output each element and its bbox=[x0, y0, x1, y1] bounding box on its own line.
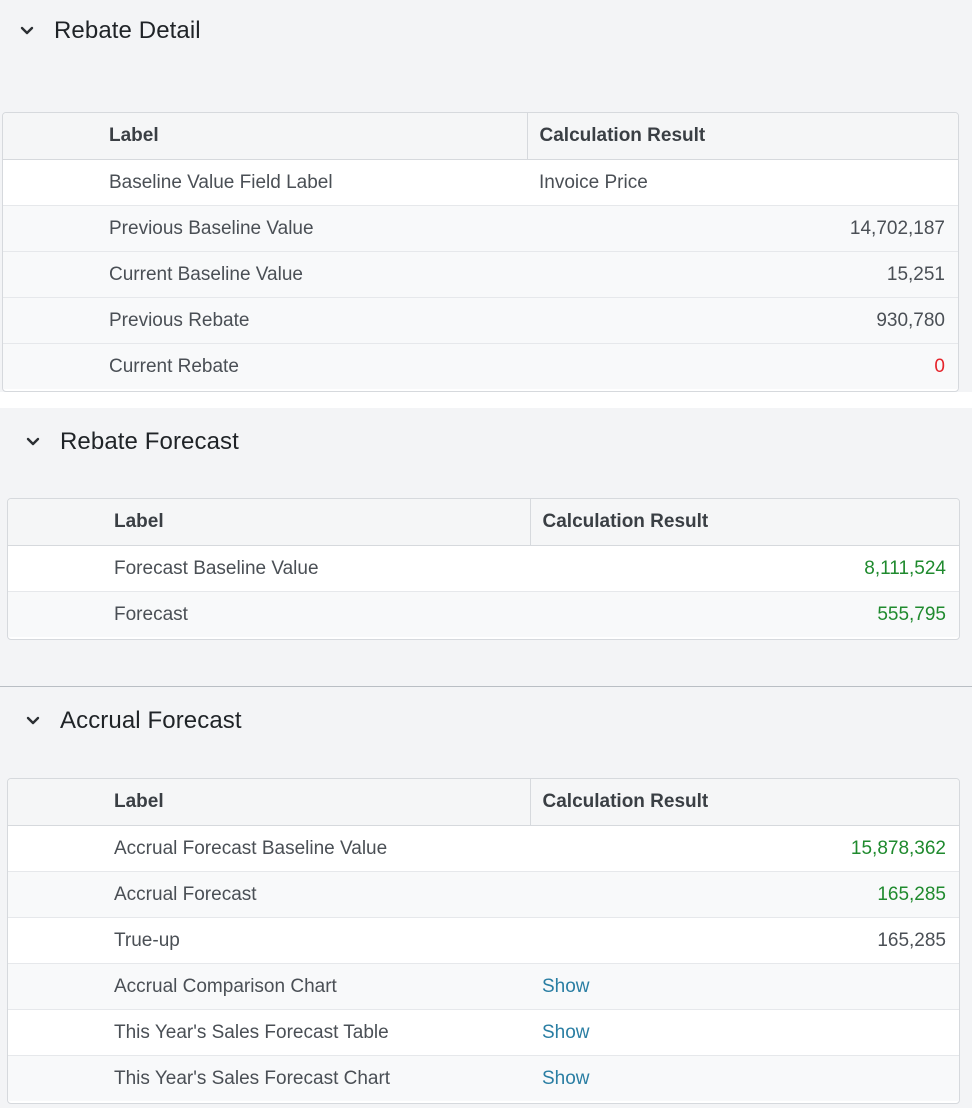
table-row: Previous Rebate 930,780 bbox=[3, 297, 958, 344]
row-result: 555,795 bbox=[530, 591, 959, 637]
column-header-calculation-result[interactable]: Calculation Result bbox=[529, 779, 959, 826]
table-header-row: Label Calculation Result bbox=[3, 113, 958, 160]
row-label: Forecast Baseline Value bbox=[8, 545, 530, 592]
row-label: True-up bbox=[8, 917, 530, 964]
section-header-rebate-detail[interactable]: Rebate Detail bbox=[20, 11, 201, 51]
show-sales-forecast-table-link[interactable]: Show bbox=[530, 1009, 959, 1056]
section-accrual-forecast: Accrual Forecast Label Calculation Resul… bbox=[0, 687, 972, 1108]
row-result: 14,702,187 bbox=[527, 205, 958, 252]
section-rebate-detail: Rebate Detail Label Calculation Result B… bbox=[0, 0, 972, 408]
divider bbox=[0, 686, 972, 687]
row-label: Current Rebate bbox=[3, 343, 527, 389]
table-row: True-up 165,285 bbox=[8, 917, 959, 964]
row-label: This Year's Sales Forecast Chart bbox=[8, 1055, 530, 1101]
column-header-label[interactable]: Label bbox=[8, 499, 530, 546]
column-header-calculation-result[interactable]: Calculation Result bbox=[529, 499, 959, 546]
chevron-down-icon[interactable] bbox=[26, 437, 40, 447]
table-row: This Year's Sales Forecast Chart Show bbox=[8, 1055, 959, 1101]
table-header-row: Label Calculation Result bbox=[8, 779, 959, 826]
row-label: Accrual Forecast Baseline Value bbox=[8, 825, 530, 872]
table-row: Current Rebate 0 bbox=[3, 343, 958, 389]
row-label: Accrual Comparison Chart bbox=[8, 963, 530, 1010]
row-label: Forecast bbox=[8, 591, 530, 637]
show-accrual-comparison-chart-link[interactable]: Show bbox=[530, 963, 959, 1010]
chevron-down-icon[interactable] bbox=[26, 716, 40, 726]
row-label: Previous Baseline Value bbox=[3, 205, 527, 252]
row-label: Current Baseline Value bbox=[3, 251, 527, 298]
chevron-down-icon[interactable] bbox=[20, 26, 34, 36]
row-result: Invoice Price bbox=[527, 159, 958, 206]
column-header-label[interactable]: Label bbox=[3, 113, 527, 160]
row-label: Accrual Forecast bbox=[8, 871, 530, 918]
row-result: 165,285 bbox=[530, 871, 959, 918]
row-result: 15,251 bbox=[527, 251, 958, 298]
row-result: 930,780 bbox=[527, 297, 958, 344]
rebate-forecast-table: Label Calculation Result Forecast Baseli… bbox=[7, 498, 960, 640]
section-title: Accrual Forecast bbox=[60, 707, 242, 734]
row-label: Previous Rebate bbox=[3, 297, 527, 344]
section-rebate-forecast: Rebate Forecast Label Calculation Result… bbox=[0, 408, 972, 686]
section-title: Rebate Forecast bbox=[60, 428, 239, 455]
row-result: 15,878,362 bbox=[530, 825, 959, 872]
column-header-calculation-result[interactable]: Calculation Result bbox=[526, 113, 958, 160]
column-header-label[interactable]: Label bbox=[8, 779, 530, 826]
table-row: Accrual Forecast Baseline Value 15,878,3… bbox=[8, 825, 959, 872]
section-header-rebate-forecast[interactable]: Rebate Forecast bbox=[26, 422, 239, 462]
table-row: Previous Baseline Value 14,702,187 bbox=[3, 205, 958, 252]
table-row: Forecast Baseline Value 8,111,524 bbox=[8, 545, 959, 592]
accrual-forecast-table: Label Calculation Result Accrual Forecas… bbox=[7, 778, 960, 1104]
table-row: This Year's Sales Forecast Table Show bbox=[8, 1009, 959, 1056]
section-header-accrual-forecast[interactable]: Accrual Forecast bbox=[26, 701, 242, 741]
table-row: Forecast 555,795 bbox=[8, 591, 959, 637]
section-title: Rebate Detail bbox=[54, 17, 201, 44]
row-label: Baseline Value Field Label bbox=[3, 159, 527, 206]
table-row: Accrual Forecast 165,285 bbox=[8, 871, 959, 918]
table-row: Current Baseline Value 15,251 bbox=[3, 251, 958, 298]
table-header-row: Label Calculation Result bbox=[8, 499, 959, 546]
row-result: 165,285 bbox=[530, 917, 959, 964]
rebate-detail-table: Label Calculation Result Baseline Value … bbox=[2, 112, 959, 392]
table-row: Accrual Comparison Chart Show bbox=[8, 963, 959, 1010]
show-sales-forecast-chart-link[interactable]: Show bbox=[530, 1055, 959, 1101]
table-row: Baseline Value Field Label Invoice Price bbox=[3, 159, 958, 206]
row-label: This Year's Sales Forecast Table bbox=[8, 1009, 530, 1056]
section-separator bbox=[0, 392, 972, 408]
row-result: 0 bbox=[527, 343, 958, 389]
row-result: 8,111,524 bbox=[530, 545, 959, 592]
